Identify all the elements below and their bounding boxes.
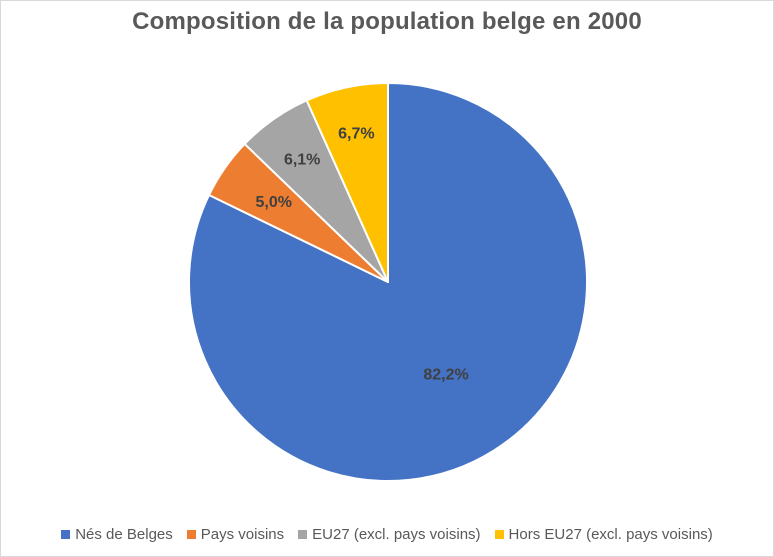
legend-label: EU27 (excl. pays voisins) <box>312 526 481 543</box>
data-label: 5,0% <box>256 194 292 211</box>
data-label: 6,7% <box>338 126 374 143</box>
legend-swatch <box>186 530 196 539</box>
legend-label: Nés de Belges <box>75 526 173 543</box>
legend-swatch <box>61 530 71 539</box>
legend-item-eu27: EU27 (excl. pays voisins) <box>298 526 481 543</box>
legend-item-pays-voisins: Pays voisins <box>186 526 285 543</box>
legend-item-hors-eu27: Hors EU27 (excl. pays voisins) <box>494 526 713 543</box>
data-label: 82,2% <box>423 366 468 383</box>
legend-label: Pays voisins <box>200 526 285 543</box>
legend-item-nes-de-belges: Nés de Belges <box>61 526 173 543</box>
legend-swatch <box>298 530 308 539</box>
pie-slice <box>305 82 389 283</box>
legend-swatch <box>494 530 504 539</box>
legend-label: Hors EU27 (excl. pays voisins) <box>508 526 713 543</box>
chart-title: Composition de la population belge en 20… <box>132 8 642 35</box>
data-label: 6,1% <box>284 151 320 168</box>
legend: Nés de Belges Pays voisins EU27 (excl. p… <box>0 526 774 543</box>
